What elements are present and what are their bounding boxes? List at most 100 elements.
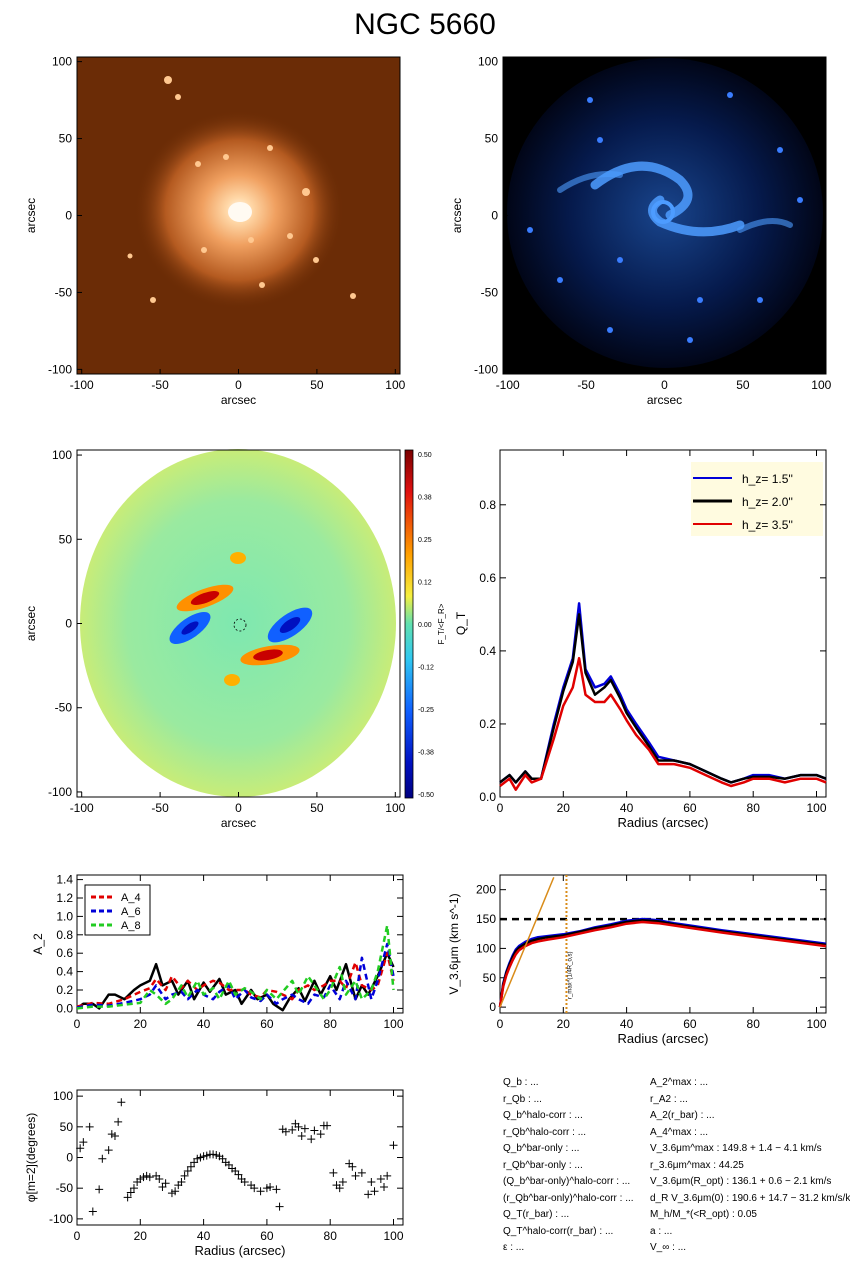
phi-data-point bbox=[126, 1188, 135, 1197]
phi-data-point bbox=[348, 1162, 357, 1171]
parameter-left-4: Q_b^bar-only : ... bbox=[503, 1143, 580, 1154]
optical-axis-ytick-label: 100 bbox=[52, 55, 72, 69]
qt-xlabel: Radius (arcsec) bbox=[617, 815, 708, 830]
optical-star-knots bbox=[127, 76, 356, 303]
phi-data-point bbox=[266, 1182, 275, 1191]
vc-ytick-label: 50 bbox=[483, 971, 497, 985]
phi-ytick-label: 50 bbox=[60, 1120, 74, 1134]
parameter-column-left: Q_b : ... r_Qb : ... Q_b^halo-corr : ... r_… bbox=[503, 1075, 634, 1257]
residual-axis-xlabel: arcsec bbox=[647, 393, 682, 407]
residual-spiral-arms bbox=[557, 161, 793, 237]
qt-ytick-label: 0.2 bbox=[479, 717, 496, 731]
residual-axis-ytick-label: 100 bbox=[478, 55, 498, 69]
colorbar-tick-label: 0.00 bbox=[418, 622, 432, 629]
vc-xtick-label: 20 bbox=[557, 1017, 571, 1031]
vc-xtick-label: 40 bbox=[620, 1017, 634, 1031]
optical-axis-ytick-label: -50 bbox=[55, 285, 73, 299]
a2-ytick-label: 0.8 bbox=[56, 928, 73, 942]
parameter-right-6: V_3.6μm(R_opt) : 136.1 + 0.6 − 2.1 km/s bbox=[650, 1176, 832, 1187]
qt-ytick-label: 0.4 bbox=[479, 644, 496, 658]
phi-data-point bbox=[76, 1144, 85, 1153]
residual-disk bbox=[507, 58, 823, 368]
phi-data-point bbox=[275, 1202, 284, 1211]
qt-series-hz35-line bbox=[499, 656, 827, 791]
phi-xtick-label: 20 bbox=[134, 1229, 148, 1243]
optical-axis-xtick-label: -50 bbox=[151, 378, 169, 392]
qt-ylabel: Q_T bbox=[454, 611, 468, 635]
phi-data-point bbox=[180, 1171, 189, 1180]
colorbar bbox=[404, 449, 414, 799]
vc-rmax-label: r_max^(1/4R_o,s) bbox=[567, 952, 573, 1000]
phi-xtick-label: 0 bbox=[74, 1229, 81, 1243]
optical-axis-xlabel: arcsec bbox=[221, 393, 256, 407]
parameter-right-0: A_2^max : ... bbox=[650, 1077, 709, 1088]
vc-xlabel: Radius (arcsec) bbox=[617, 1031, 708, 1046]
force-map-negative-lobes bbox=[169, 607, 313, 645]
phi-data-point bbox=[155, 1174, 164, 1183]
a2-ytick-label: 1.4 bbox=[56, 873, 73, 887]
phi-data-point bbox=[300, 1124, 309, 1133]
residual-knots bbox=[527, 92, 803, 343]
phi-data-point bbox=[234, 1170, 243, 1179]
phi-data-point bbox=[272, 1185, 281, 1194]
a2-xtick-label: 60 bbox=[260, 1017, 274, 1031]
vc-ytick-label: 100 bbox=[476, 941, 496, 955]
optical-axis-ytick-label: 0 bbox=[65, 209, 72, 223]
vc-ytick-label: 200 bbox=[476, 883, 496, 897]
a2-series-a8-line bbox=[76, 924, 395, 1010]
force-map-axis-ytick-label: 100 bbox=[52, 448, 72, 462]
parameter-right-7: d_R V_3.6μm(0) : 190.6 + 14.7 − 31.2 km/… bbox=[650, 1192, 850, 1204]
qt-xtick-label: 0 bbox=[497, 801, 504, 815]
phi-data-point bbox=[288, 1125, 297, 1134]
phi-data-point bbox=[329, 1168, 338, 1177]
a2-ytick-label: 0.2 bbox=[56, 983, 73, 997]
optical-axis-ytick-label: -100 bbox=[48, 362, 72, 376]
vc-series-black-line bbox=[498, 918, 827, 1008]
force-map-axis-xtick-label: 50 bbox=[310, 801, 324, 815]
optical-axis-ylabel: arcsec bbox=[24, 198, 38, 233]
phi-data-point bbox=[79, 1138, 88, 1147]
phi-data-point bbox=[98, 1154, 107, 1163]
phi-data-point bbox=[357, 1168, 366, 1177]
phi-data-point bbox=[294, 1122, 303, 1131]
colorbar-tick-label: 0.25 bbox=[418, 537, 432, 544]
parameter-left-1: r_Qb : ... bbox=[503, 1093, 542, 1105]
vc-xtick-label: 60 bbox=[683, 1017, 697, 1031]
phi-data-point bbox=[123, 1193, 132, 1202]
phi-data-point bbox=[323, 1121, 332, 1130]
a2-ytick-label: 0.6 bbox=[56, 946, 73, 960]
residual-axis-ytick-label: 0 bbox=[491, 209, 498, 223]
colorbar-tick-label: 0.12 bbox=[418, 580, 432, 587]
vc-series-red-line bbox=[498, 920, 827, 1008]
phi-data-point bbox=[376, 1174, 385, 1183]
phi-data-point bbox=[250, 1184, 259, 1193]
phi-data-point bbox=[367, 1178, 376, 1187]
residual-axis-ytick-label: -100 bbox=[474, 362, 498, 376]
phi-data-point bbox=[380, 1182, 389, 1191]
phi-data-point bbox=[307, 1135, 316, 1144]
parameter-left-6: (Q_b^bar-only)^halo-corr : ... bbox=[503, 1176, 631, 1187]
optical-galaxy-core bbox=[228, 202, 252, 222]
phi-data-point bbox=[145, 1173, 154, 1182]
vc-ylabel: V_3.6μm (km s^-1) bbox=[447, 893, 461, 994]
optical-axis-xtick-label: 100 bbox=[385, 378, 405, 392]
residual-axis-ytick-label: -50 bbox=[481, 285, 499, 299]
colorbar-tick-label: 0.50 bbox=[418, 452, 432, 459]
vc-xtick-label: 80 bbox=[747, 1017, 761, 1031]
a2-ytick-label: 1.0 bbox=[56, 909, 73, 923]
parameter-right-1: r_A2 : ... bbox=[650, 1093, 688, 1105]
a2-xtick-label: 0 bbox=[74, 1017, 81, 1031]
force-map-panel bbox=[76, 449, 414, 799]
a2-ytick-label: 1.2 bbox=[56, 891, 73, 905]
residual-axis-xtick-label: 100 bbox=[811, 378, 831, 392]
parameter-left-3: r_Qb^halo-corr : ... bbox=[503, 1126, 587, 1138]
optical-axis-ytick-label: 50 bbox=[59, 132, 73, 146]
parameter-left-9: Q_T^halo-corr(r_bar) : ... bbox=[503, 1225, 614, 1237]
force-map-bar-circle bbox=[233, 618, 247, 632]
phi-ytick-label: -50 bbox=[56, 1181, 74, 1195]
optical-axis-xtick-label: -100 bbox=[70, 378, 94, 392]
phi-data-point bbox=[88, 1207, 97, 1216]
qt-xtick-label: 20 bbox=[557, 801, 571, 815]
force-map-axis-xtick-label: -50 bbox=[151, 801, 169, 815]
